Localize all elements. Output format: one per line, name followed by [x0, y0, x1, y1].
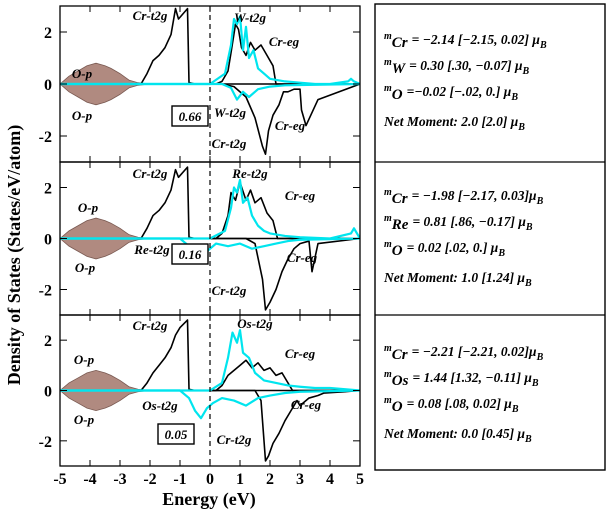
- re-dos-up-curve: [60, 178, 360, 240]
- moment-row: mO =−0.02 [−.02, 0.] μB: [384, 83, 518, 103]
- net-moment: Net Moment: 0.0 [0.45] μB: [383, 426, 532, 445]
- moment-box-value: 0.16: [179, 247, 202, 262]
- cr-dos-down-curve: [60, 83, 360, 155]
- y-tick-label: 0: [44, 384, 52, 401]
- moment-row: mRe = 0.81 [.86, −0.17] μB: [384, 213, 533, 233]
- y-tick-label: 2: [44, 181, 52, 198]
- orbital-label: O-p: [74, 412, 95, 427]
- x-tick-label: -2: [143, 471, 156, 488]
- moment-row: mO = 0.02 [.02, 0.] μB: [384, 239, 505, 259]
- x-tick-labels: -5 -4 -3 -2 -1 0 1 2 3 4 5: [53, 471, 364, 488]
- moment-row: mOs = 1.44 [1.32, −0.11] μB: [384, 369, 539, 389]
- x-tick-label: 0: [206, 471, 214, 488]
- orbital-label: Re-t2g: [133, 242, 170, 257]
- orbital-label: O-p: [75, 260, 96, 275]
- w-dos-up-curve: [60, 15, 360, 86]
- dos-panel-3: 2 0 -2 Cr-t2g Os-t2g Cr-eg O-p O-p Os-t2g Cr-t2g C…: [39, 314, 361, 467]
- dos-panel-2: 2 0 -2 Cr-t2g Re-t2g Cr-eg O-p O-p Re-t2g Cr-t2g C…: [39, 161, 361, 316]
- x-tick-label: 4: [326, 471, 334, 488]
- orbital-label: Cr-t2g: [133, 318, 168, 333]
- info-block-2: mCr = −1.98 [−2.17, 0.03]μB mRe = 0.81 [.86…: [383, 187, 544, 289]
- x-axis-title: Energy (eV): [162, 489, 255, 510]
- moment-row: mW = 0.30 [.30, −0.07] μB: [384, 57, 530, 77]
- y-tick-label: -2: [39, 434, 52, 451]
- y-tick-label: -2: [39, 283, 52, 300]
- orbital-label: O-p: [74, 352, 95, 367]
- y-tick-label: -2: [39, 129, 52, 146]
- x-tick-label: -4: [83, 471, 96, 488]
- orbital-label: Cr-eg: [291, 397, 322, 412]
- moment-row: mCr = −1.98 [−2.17, 0.03]μB: [384, 187, 544, 207]
- net-moment: Net Moment: 2.0 [2.0] μB: [383, 114, 525, 133]
- moment-box-value: 0.05: [165, 427, 188, 442]
- x-tick-label: -5: [53, 471, 66, 488]
- orbital-label: Cr-eg: [287, 250, 318, 265]
- info-frame: [374, 3, 606, 471]
- x-tick-label: 3: [296, 471, 304, 488]
- os-dos-up-curve: [60, 329, 360, 392]
- x-tick-label: 2: [266, 471, 274, 488]
- orbital-label: Cr-eg: [285, 188, 316, 203]
- x-tick-label: 1: [236, 471, 244, 488]
- orbital-label: O-p: [78, 200, 99, 215]
- y-tick-label: 0: [44, 77, 52, 94]
- y-tick-label: 2: [44, 333, 52, 350]
- orbital-label: W-t2g: [234, 10, 267, 25]
- orbital-label: Cr-eg: [275, 118, 306, 133]
- orbital-label: Cr-eg: [285, 346, 316, 361]
- moment-box: [171, 105, 209, 127]
- info-block-1: mCr = −2.14 [−2.15, 0.02] μB mW = 0.30 [.30…: [383, 31, 547, 133]
- x-tick-label: -3: [113, 471, 126, 488]
- y-tick-label: 2: [44, 25, 52, 42]
- cr-dos-down-curve: [60, 237, 360, 311]
- orbital-label: Re-t2g: [231, 166, 268, 181]
- y-tick-label: 0: [44, 232, 52, 249]
- orbital-label: Cr-t2g: [217, 432, 252, 447]
- x-tick-label: 5: [356, 471, 364, 488]
- cr-dos-up-curve: [60, 319, 360, 392]
- orbital-label: O-p: [72, 66, 93, 81]
- orbital-label: O-p: [72, 108, 93, 123]
- moment-box: [157, 423, 195, 445]
- orbital-label: Os-t2g: [237, 316, 273, 331]
- info-block-3: mCr = −2.21 [−2.21, 0.02]μB mOs = 1.44 [1.3…: [383, 343, 544, 445]
- orbital-label: Os-t2g: [142, 398, 178, 413]
- orbital-label: Cr-t2g: [212, 283, 247, 298]
- os-dos-down-curve: [60, 389, 360, 420]
- x-tick-label: -1: [173, 471, 186, 488]
- orbital-label: Cr-t2g: [212, 136, 247, 151]
- orbital-label: Cr-eg: [269, 34, 300, 49]
- moment-box-value: 0.66: [179, 109, 202, 124]
- orbital-label: Cr-t2g: [133, 8, 168, 23]
- net-moment: Net Moment: 1.0 [1.24] μB: [383, 270, 532, 289]
- w-dos-down-curve: [60, 82, 360, 101]
- moment-info-box: mCr = −2.14 [−2.15, 0.02] μB mW = 0.30 [.30…: [374, 3, 606, 471]
- moment-row: mCr = −2.14 [−2.15, 0.02] μB: [384, 31, 547, 51]
- orbital-label: W-t2g: [214, 105, 247, 120]
- cr-dos-down-curve: [60, 389, 360, 462]
- moment-row: mCr = −2.21 [−2.21, 0.02]μB: [384, 343, 544, 363]
- y-axis-title: Density of States (States/eV/atom): [4, 125, 25, 385]
- orbital-label: Cr-t2g: [133, 166, 168, 181]
- moment-box: [171, 243, 209, 265]
- moment-row: mO = 0.08 [.08, 0.02] μB: [384, 395, 519, 415]
